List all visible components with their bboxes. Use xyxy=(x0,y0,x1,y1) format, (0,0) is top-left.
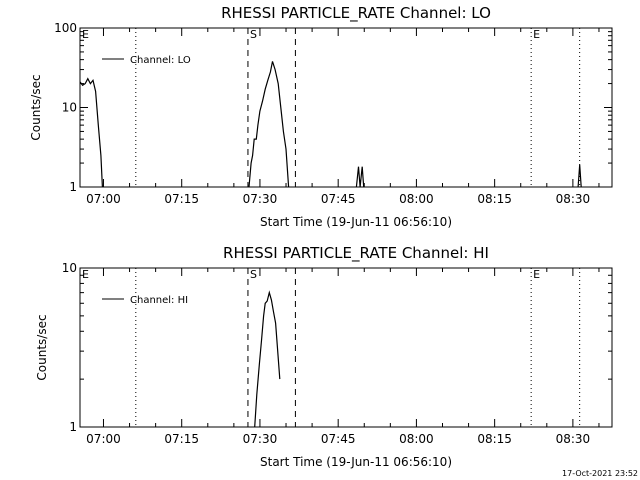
x-tick-label: 07:30 xyxy=(243,432,278,446)
y-tick-label: 100 xyxy=(54,21,77,35)
marker-label: S xyxy=(250,268,257,281)
marker-label: E xyxy=(533,268,540,281)
x-tick-label: 07:30 xyxy=(243,192,278,206)
y-tick-label: 1 xyxy=(69,180,77,194)
y-axis-label: Counts/sec xyxy=(29,74,43,140)
panel-hi: RHESSI PARTICLE_RATE Channel: HI 07:00 07:… xyxy=(35,244,613,469)
x-tick-label: 08:00 xyxy=(399,192,434,206)
x-axis-label: Start Time (19-Jun-11 06:56:10) xyxy=(260,455,452,469)
chart-title: RHESSI PARTICLE_RATE Channel: LO xyxy=(221,4,491,23)
x-tick-label: 07:15 xyxy=(164,192,199,206)
legend-entry: Channel: HI xyxy=(130,295,188,306)
marker-label: E xyxy=(82,28,89,41)
panel-lo: RHESSI PARTICLE_RATE Channel: LO 07:00 07:… xyxy=(29,4,613,229)
series-line xyxy=(355,166,365,188)
x-tick-label: 07:00 xyxy=(86,432,121,446)
marker-label: S xyxy=(250,28,257,41)
plot-frame xyxy=(79,267,613,428)
x-tick-label: 08:30 xyxy=(556,432,591,446)
x-axis-label: Start Time (19-Jun-11 06:56:10) xyxy=(260,215,452,229)
marker-label: E xyxy=(82,268,89,281)
x-tick-label: 08:30 xyxy=(556,192,591,206)
y-tick-label: 1 xyxy=(69,420,77,434)
series-line xyxy=(248,61,290,188)
series-line xyxy=(577,164,582,188)
y-tick-label: 10 xyxy=(62,261,77,275)
series-line xyxy=(254,290,281,428)
y-tick-label: 10 xyxy=(62,101,77,115)
x-tick-label: 07:45 xyxy=(321,192,356,206)
chart-title: RHESSI PARTICLE_RATE Channel: HI xyxy=(223,244,489,263)
plot-frame xyxy=(79,27,613,188)
footer-timestamp: 17-Oct-2021 23:52 xyxy=(562,469,638,478)
x-tick-label: 08:15 xyxy=(477,432,512,446)
y-axis-label: Counts/sec xyxy=(35,314,49,380)
marker-label: E xyxy=(533,28,540,41)
x-tick-label: 07:45 xyxy=(321,432,356,446)
x-tick-label: 07:00 xyxy=(86,192,121,206)
legend-entry: Channel: LO xyxy=(130,55,191,66)
series-line xyxy=(79,77,103,188)
x-tick-label: 08:15 xyxy=(477,192,512,206)
x-tick-label: 07:15 xyxy=(164,432,199,446)
x-tick-label: 08:00 xyxy=(399,432,434,446)
